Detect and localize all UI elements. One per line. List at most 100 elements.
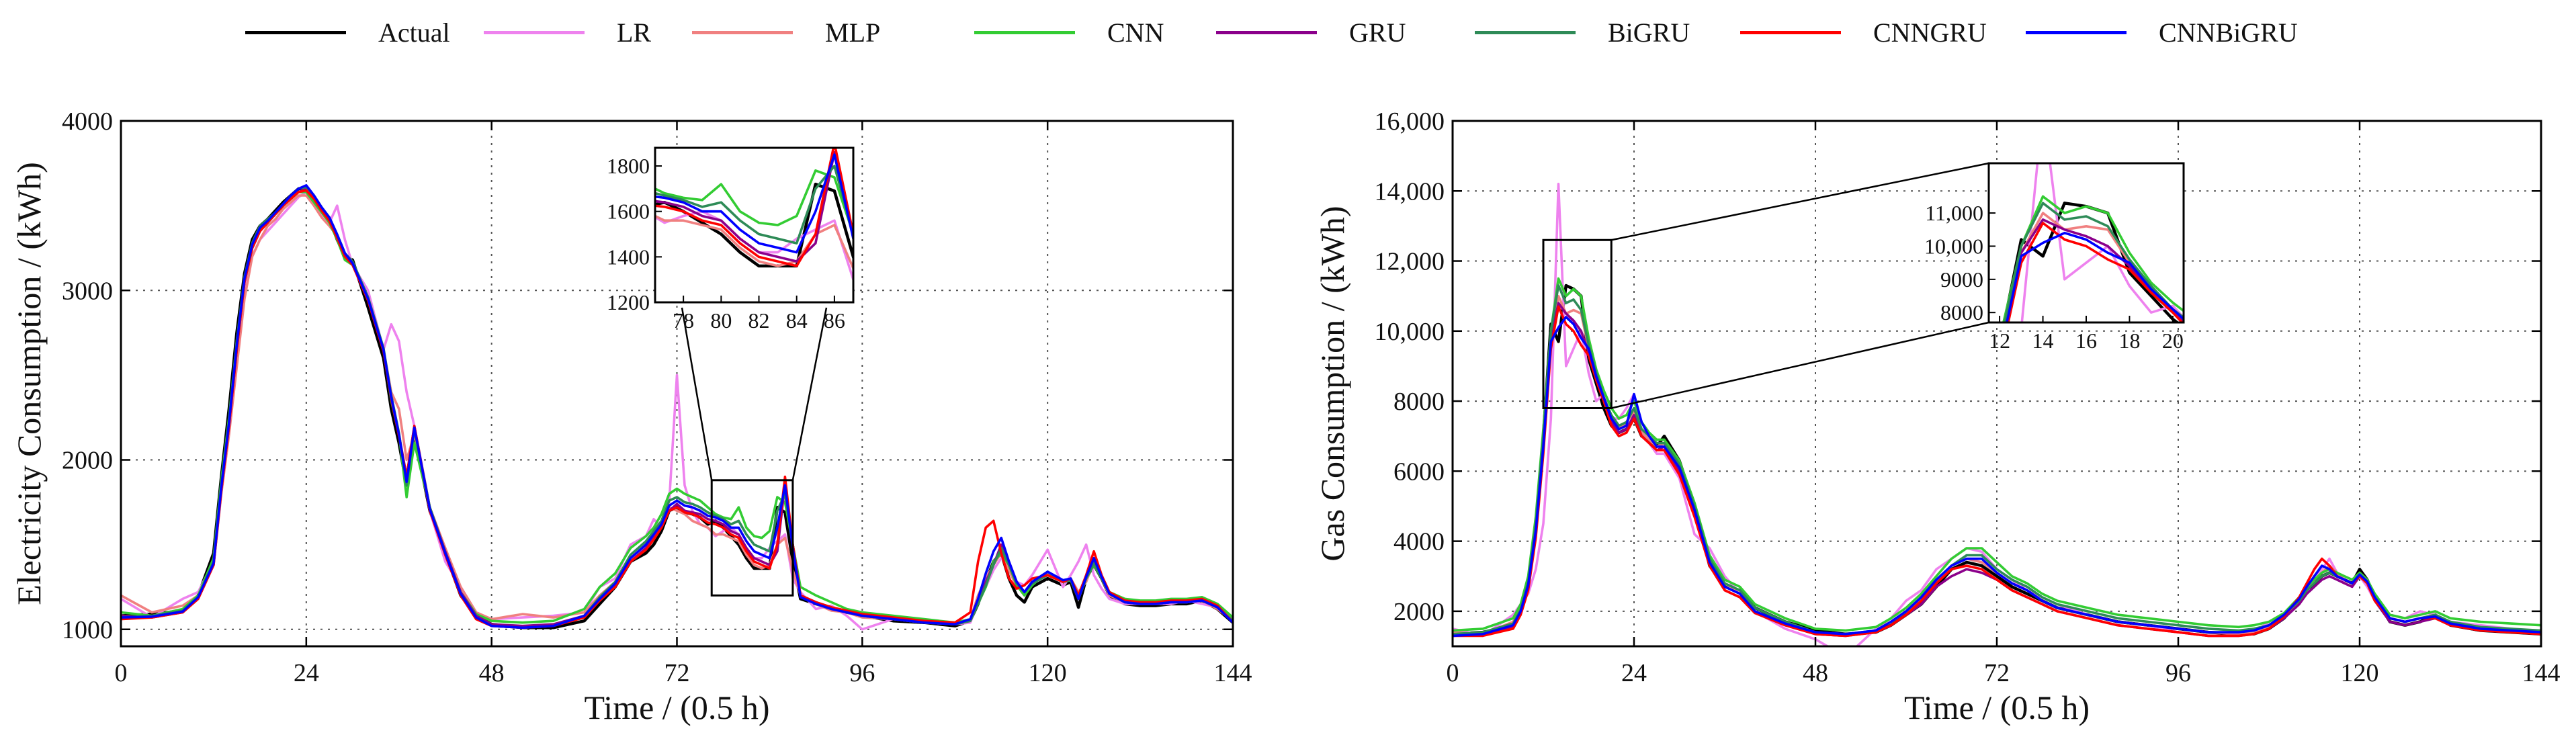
legend-item: CNNBiGRU (2026, 12, 2298, 52)
inset-series-line-bigru (655, 165, 853, 245)
x-tick-label: 48 (1803, 659, 1828, 687)
legend-label: LR (617, 17, 652, 48)
inset-y-tick-label: 1600 (607, 200, 650, 224)
inset-series-group (2002, 163, 2184, 322)
grid (1453, 121, 2541, 646)
inset-series-line-actual (655, 182, 853, 268)
inset-x-tick-label: 78 (673, 308, 694, 333)
zoom-highlight-box (710, 479, 794, 597)
inset-series-line-cnn (2002, 195, 2184, 322)
y-tick-label: 14,000 (1375, 177, 1445, 206)
legend-swatch (245, 30, 346, 34)
inset-x-tick-label: 18 (2118, 329, 2140, 353)
y-tick-label: 6000 (1393, 458, 1445, 486)
legend-item: GRU (1216, 12, 1406, 52)
inset-x-tick-label: 16 (2075, 329, 2097, 353)
legend-item: BiGRU (1475, 12, 1690, 52)
y-tick-label: 2000 (62, 447, 113, 475)
inset-series-line-cnn (655, 169, 853, 238)
inset-series-line-bigru (2003, 202, 2184, 322)
y-tick-label: 8000 (1393, 388, 1445, 416)
legend-swatch (974, 30, 1075, 34)
inset-y-tick-label: 1800 (607, 154, 650, 178)
zoom-highlight-box (1542, 238, 1613, 409)
inset-y-tick-label: 1400 (607, 245, 650, 269)
legend-item: MLP (692, 12, 880, 52)
x-tick-label: 0 (1447, 659, 1459, 687)
y-tick-label: 2000 (1393, 598, 1445, 626)
legend-swatch (484, 30, 585, 34)
zoom-connector (1611, 321, 1989, 409)
legend-label: CNNGRU (1873, 17, 1987, 48)
inset-frame (654, 146, 855, 304)
series-line-cnnbigru (1453, 316, 2541, 638)
legend-label: CNN (1107, 17, 1164, 48)
series-group (1453, 182, 2541, 646)
inset-series-line-actual (2002, 202, 2180, 322)
legend: Actual LR MLP CNN GRU BiGRU CNNGRU CNNBiGRU (0, 0, 2576, 64)
inset-series-line-cnngru (2007, 222, 2184, 322)
inset-panel: 78 80 82 84 86 1200 1400 1600 1800 (607, 146, 855, 597)
y-tick-label: 10,000 (1375, 318, 1445, 346)
x-tick-label: 0 (115, 659, 128, 687)
legend-item: CNN (974, 12, 1164, 52)
x-tick-label: 120 (1029, 659, 1067, 687)
legend-label: MLP (825, 17, 881, 48)
x-tick-label: 144 (1214, 659, 1252, 687)
inset-x-tick-label: 84 (786, 308, 808, 333)
legend-swatch (692, 30, 793, 34)
inset-series-line-lr (655, 210, 853, 281)
y-tick-label: 1000 (62, 616, 113, 644)
inset-y-tick-label: 8000 (1940, 300, 1983, 324)
inset-x-tick-label: 14 (2032, 329, 2054, 353)
x-tick-label: 24 (294, 659, 319, 687)
inset-x-tick-label: 86 (824, 308, 845, 333)
legend-swatch (1216, 30, 1317, 34)
inset-y-tick-label: 11,000 (1925, 201, 1983, 225)
inset-series-line-cnnbigru (655, 153, 853, 254)
legend-swatch (1475, 30, 1576, 34)
inset-series-line-cnngru (655, 148, 853, 267)
x-tick-label: 144 (2522, 659, 2561, 687)
legend-label: Actual (378, 17, 450, 48)
inset-series-group (655, 148, 853, 281)
y-axis-title: Gas Consumption / (kWh) (1314, 206, 1351, 561)
zoom-connector (1611, 162, 1989, 241)
x-tick-label: 72 (1984, 659, 2010, 687)
y-tick-label: 4000 (1393, 528, 1445, 556)
inset-y-tick-label: 10,000 (1924, 234, 1983, 258)
series-line-cnnbigru (121, 184, 1233, 629)
x-axis-title: Time / (0.5 h) (1904, 689, 2090, 726)
zoom-connector (681, 307, 713, 480)
legend-swatch (2026, 30, 2127, 34)
legend-label: GRU (1349, 17, 1406, 48)
x-tick-label: 96 (2165, 659, 2191, 687)
legend-item: LR (484, 12, 651, 52)
inset-x-tick-label: 82 (748, 308, 770, 333)
x-tick-label: 48 (479, 659, 505, 687)
inset-x-tick-label: 80 (710, 308, 732, 333)
y-tick-label: 4000 (62, 107, 113, 136)
inset-x-tick-label: 20 (2162, 329, 2184, 353)
x-tick-label: 120 (2341, 659, 2379, 687)
legend-item: CNNGRU (1740, 12, 1987, 52)
inset-panel: 12 14 16 18 20 8000 9000 10,000 11,000 (1542, 162, 2185, 409)
legend-label: CNNBiGRU (2159, 17, 2298, 48)
x-tick-label: 72 (664, 659, 690, 687)
y-tick-label: 16,000 (1375, 107, 1445, 136)
x-axis-title: Time / (0.5 h) (585, 689, 770, 726)
inset-series-line-lr (2020, 163, 2184, 322)
y-tick-label: 12,000 (1375, 248, 1445, 276)
series-line-cnn (1453, 277, 2541, 632)
x-tick-label: 96 (849, 659, 875, 687)
inset-y-tick-label: 1200 (607, 290, 650, 314)
legend-item: Actual (245, 12, 450, 52)
y-axis-title: Electricity Consumption / (kWh) (10, 162, 48, 605)
inset-series-line-gru (2004, 218, 2184, 322)
inset-series-line-cnnbigru (2005, 231, 2184, 322)
x-tick-label: 24 (1621, 659, 1647, 687)
zoom-connector (791, 307, 828, 481)
inset-y-tick-label: 9000 (1940, 267, 1983, 292)
series-group (121, 184, 1233, 631)
